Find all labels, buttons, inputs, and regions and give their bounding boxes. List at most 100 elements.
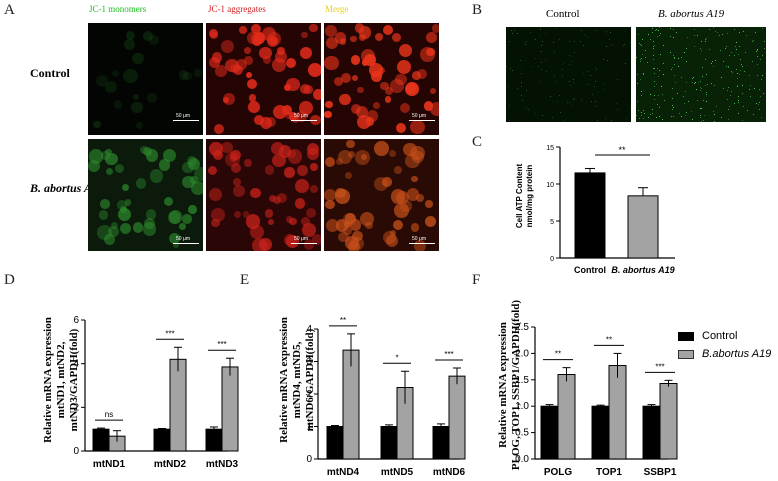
y-tick-label: 1.0	[515, 401, 529, 412]
cell	[431, 24, 439, 34]
fluorescent-dot	[652, 45, 654, 47]
cell	[284, 111, 292, 119]
fluorescent-dot	[699, 114, 701, 116]
fluorescent-dot	[734, 103, 736, 105]
fluorescent-dot	[630, 107, 631, 109]
legend-item-control: Control	[678, 330, 771, 342]
cell	[88, 148, 104, 164]
fluorescent-dot	[711, 82, 713, 84]
cell	[248, 101, 261, 113]
bar	[380, 426, 398, 460]
fluorescent-dot	[523, 42, 525, 44]
fluorescent-dot	[737, 72, 739, 74]
fluorescent-dot	[699, 90, 701, 92]
fluorescent-dot	[721, 77, 723, 79]
cell	[333, 77, 344, 87]
cell	[350, 55, 361, 65]
fluorescent-dot	[704, 38, 706, 40]
fluorescent-dot	[670, 68, 672, 70]
fluorescent-dot	[724, 47, 726, 49]
cell	[253, 114, 265, 126]
fluorescent-dot	[610, 119, 612, 121]
x-tick-label: mtND5	[381, 467, 414, 478]
cell	[145, 209, 157, 220]
fluorescent-dot	[556, 80, 558, 82]
fluorescent-dot	[713, 113, 715, 115]
fluorescent-dot	[756, 74, 758, 76]
fluorescent-dot	[641, 112, 643, 114]
panel-label-d: D	[4, 272, 15, 288]
panel-label-a: A	[4, 2, 15, 18]
legend-item-abortus: B.abortus A19	[678, 348, 771, 360]
fluorescent-dot	[727, 67, 729, 69]
fluorescent-dot	[671, 67, 673, 69]
fluorescent-dot	[539, 28, 541, 30]
fluorescent-dot	[685, 48, 687, 50]
cell	[110, 222, 118, 230]
cell	[123, 68, 138, 84]
cell	[268, 194, 277, 203]
fluorescent-dot	[716, 31, 718, 33]
cell	[132, 222, 144, 233]
fluorescent-dot	[672, 104, 674, 106]
fluorescent-dot	[604, 82, 606, 84]
fluorescent-dot	[662, 74, 664, 76]
fluorescent-dot	[737, 99, 739, 101]
fluorescent-dot	[581, 99, 583, 101]
fluorescent-dot	[541, 69, 543, 71]
fluorescent-dot	[638, 118, 640, 120]
cell	[425, 32, 437, 44]
fluorescent-dot	[741, 119, 743, 121]
fluorescent-dot	[529, 32, 531, 34]
fluorescent-dot	[663, 45, 665, 47]
fluorescent-dot	[545, 59, 547, 61]
fluorescent-dot	[656, 36, 658, 37]
fluorescent-dot	[703, 114, 705, 116]
fluorescent-dot	[727, 109, 729, 111]
cell	[346, 139, 355, 149]
fluorescent-dot	[760, 116, 762, 118]
fluorescent-dot	[694, 83, 696, 85]
cell	[361, 48, 376, 63]
fluorescent-dot	[596, 119, 598, 121]
fluorescent-dot	[701, 40, 703, 42]
micrograph-abortus-aggregates: 50 μm	[206, 139, 321, 251]
fluorescent-dot	[662, 93, 664, 95]
cell	[303, 239, 315, 251]
cell	[275, 50, 288, 64]
fluorescent-dot	[669, 52, 671, 54]
fluorescent-dot	[659, 107, 661, 109]
cell	[125, 31, 135, 41]
fluorescent-dot	[520, 68, 522, 70]
chart-e-ylabel: Relative mRNA expression mtND4, mtND5, mt…	[278, 317, 316, 443]
fluorescent-dot	[713, 65, 715, 67]
fluorescent-dot	[731, 91, 733, 93]
fluorescent-dot	[516, 32, 518, 34]
fluorescent-dot	[647, 62, 648, 64]
x-tick-label: mtND2	[154, 459, 187, 470]
scale-bar	[173, 120, 199, 121]
fluorescent-dot	[691, 118, 693, 120]
fluorescent-dot	[508, 119, 510, 121]
cell	[308, 62, 321, 77]
cell	[394, 165, 402, 174]
fluorescent-dot	[715, 105, 717, 107]
micrograph-control-aggregates: 50 μm	[206, 23, 321, 135]
fluorescent-dot	[641, 38, 643, 40]
fluorescent-dot	[697, 34, 699, 36]
fluorescent-dot	[662, 119, 664, 121]
y-tick-label: 4	[73, 359, 79, 370]
y-tick-label: 0	[73, 446, 79, 457]
fluorescent-dot	[737, 95, 739, 97]
cell	[357, 87, 364, 94]
cell	[118, 208, 132, 222]
cell	[106, 167, 114, 175]
cell	[410, 119, 425, 135]
y-tick-label: 4	[306, 324, 312, 335]
bar	[627, 195, 659, 259]
panel-label-b: B	[472, 2, 483, 18]
cell	[287, 148, 303, 164]
fluorescent-dot	[742, 65, 744, 67]
cell	[289, 217, 297, 226]
x-tick-label: mtND6	[433, 467, 466, 478]
